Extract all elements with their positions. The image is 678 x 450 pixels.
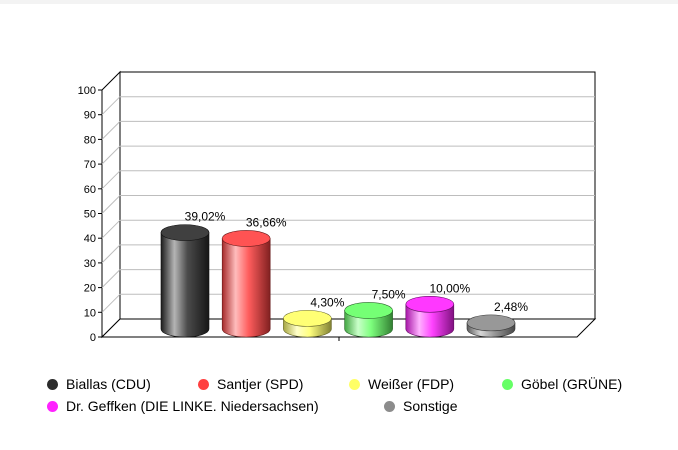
y-tick-label: 60 [84,184,96,196]
gridline-side [101,145,121,165]
legend-row-1: Biallas (CDU) Santjer (SPD) Weißer (FDP)… [40,376,670,398]
y-tick-label: 30 [84,258,96,270]
gridline-side [101,244,121,264]
data-label: 4,30% [310,295,344,309]
bar-chart: 0 10 20 30 40 50 60 70 80 90 100 39,02% 36,66% 4,30%… [78,70,597,344]
bars [160,224,516,338]
legend-item-gruene[interactable]: Göbel (GRÜNE) [502,376,622,392]
y-tick-label: 10 [84,307,96,319]
bar-2 [221,230,271,338]
top-bar [0,0,678,4]
legend-label: Göbel (GRÜNE) [521,376,623,392]
y-tick-label: 50 [84,209,96,221]
legend-item-sonstige[interactable]: Sonstige [384,398,457,414]
legend-label: Weißer (FDP) [368,376,455,392]
legend-label: Dr. Geffken (DIE LINKE. Niedersachsen) [66,398,319,414]
gridline-side [101,219,121,239]
data-labels: 39,02% 36,66% 4,30% 7,50% 10,00% 2,48% [185,210,529,314]
gridline-side [101,293,121,313]
data-label: 39,02% [185,210,226,224]
bar-4 [344,302,393,338]
legend-marker [349,378,360,390]
legend-item-linke[interactable]: Dr. Geffken (DIE LINKE. Niedersachsen) [47,398,319,414]
legend-marker [502,378,513,390]
y-axis-ticks: 0 10 20 30 40 50 60 70 80 90 100 [78,85,340,344]
bar-3 [283,310,332,338]
bar-5 [405,295,455,338]
legend-item-spd[interactable]: Santjer (SPD) [198,376,303,392]
bar-top [466,314,516,332]
legend-marker [384,400,395,412]
y-tick-label: 100 [78,85,96,97]
y-tick-label: 90 [84,110,96,122]
gridline-side [101,121,121,140]
y-tick-label: 70 [84,159,96,171]
bar-body [405,304,455,338]
y-tick-label: 80 [84,134,96,146]
bar-body [160,232,210,338]
legend-marker [198,378,209,390]
data-label: 7,50% [372,287,406,301]
y-tick-label: 40 [84,233,96,245]
legend-label: Biallas (CDU) [66,376,151,392]
y-tick-label: 20 [84,283,96,295]
data-label: 10,00% [429,281,470,295]
legend-marker [47,378,58,390]
bar-top [405,295,455,313]
data-label: 36,66% [246,215,287,229]
bar-top [283,310,332,327]
bar-top [221,230,271,247]
legend-label: Sonstige [403,398,458,414]
bar-1 [160,224,210,338]
legend-marker [47,400,58,412]
gridline-side [101,170,121,190]
gridline-side [101,96,121,116]
gridline-side [101,269,121,288]
data-label: 2,48% [494,300,528,314]
bar-body [221,238,271,338]
legend-item-cdu[interactable]: Biallas (CDU) [47,376,151,392]
legend-label: Santjer (SPD) [217,376,304,392]
bar-top [160,224,210,241]
gridline-side [101,195,121,214]
legend-item-fdp[interactable]: Weißer (FDP) [349,376,454,392]
legend: Biallas (CDU) Santjer (SPD) Weißer (FDP)… [40,376,670,420]
y-tick-label: 0 [90,332,96,344]
legend-row-2: Dr. Geffken (DIE LINKE. Niedersachsen) S… [40,398,670,420]
bar-6 [466,314,516,338]
bar-top [344,302,393,319]
